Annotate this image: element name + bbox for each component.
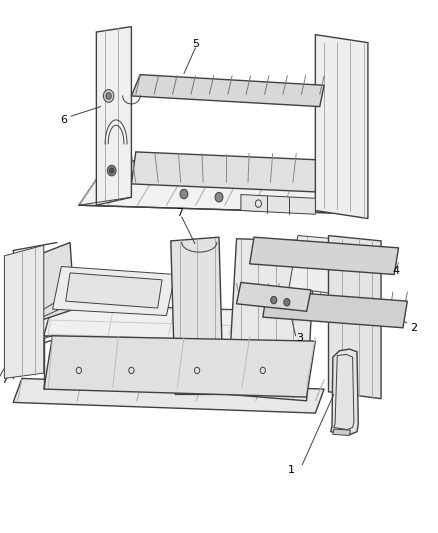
Polygon shape (331, 349, 358, 434)
Text: 4: 4 (393, 266, 400, 276)
Text: 7: 7 (176, 208, 183, 218)
Polygon shape (4, 245, 44, 378)
Circle shape (107, 165, 116, 176)
Polygon shape (53, 266, 175, 316)
Text: 1: 1 (288, 465, 295, 475)
Polygon shape (171, 237, 223, 394)
Polygon shape (237, 282, 311, 311)
Polygon shape (333, 429, 350, 435)
Polygon shape (44, 304, 298, 344)
Text: 6: 6 (60, 115, 67, 125)
Circle shape (271, 296, 277, 304)
Circle shape (110, 168, 114, 173)
Polygon shape (66, 273, 162, 308)
Text: 3: 3 (297, 334, 304, 343)
Polygon shape (44, 336, 315, 397)
Circle shape (103, 90, 114, 102)
Polygon shape (328, 236, 381, 399)
Circle shape (284, 298, 290, 306)
Text: 5: 5 (192, 39, 199, 49)
Polygon shape (79, 160, 359, 213)
Polygon shape (250, 237, 399, 274)
Text: 2: 2 (410, 323, 417, 333)
Polygon shape (131, 75, 324, 107)
Polygon shape (263, 290, 407, 328)
Polygon shape (228, 239, 315, 401)
Polygon shape (241, 195, 315, 214)
Polygon shape (315, 35, 368, 219)
Circle shape (106, 93, 111, 99)
Polygon shape (96, 27, 131, 205)
Polygon shape (131, 152, 320, 192)
Circle shape (215, 192, 223, 202)
Polygon shape (289, 236, 359, 296)
Polygon shape (22, 243, 74, 325)
Polygon shape (13, 378, 324, 413)
Circle shape (180, 189, 188, 199)
